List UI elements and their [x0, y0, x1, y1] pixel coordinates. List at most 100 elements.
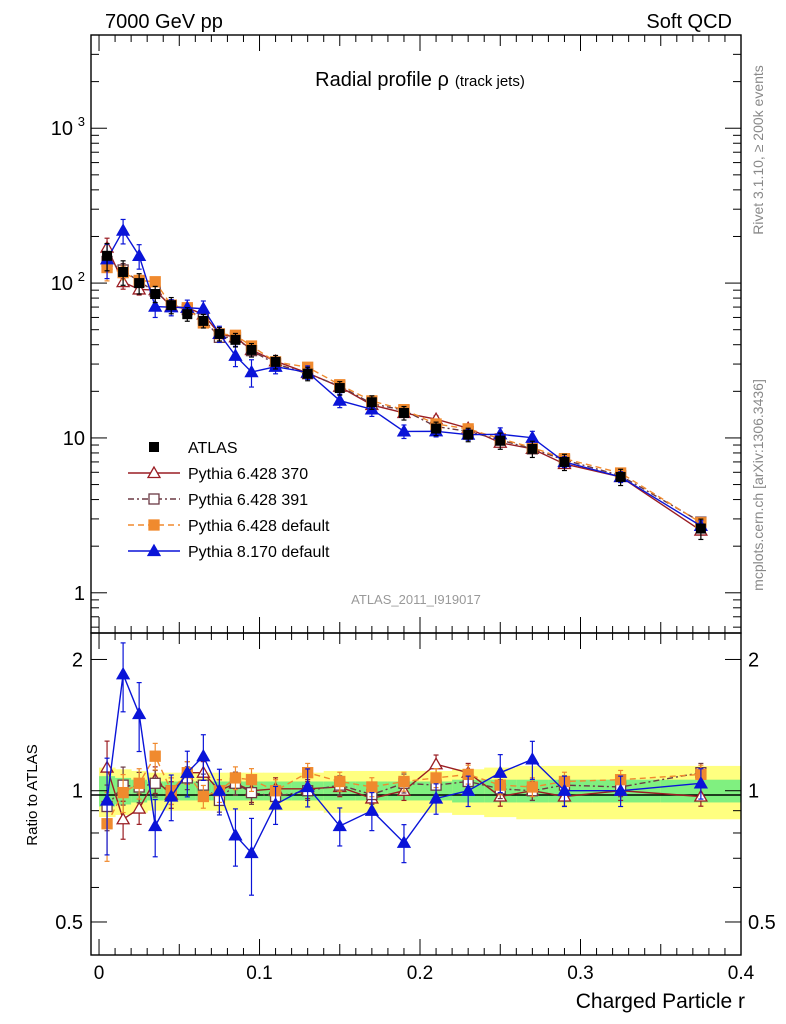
ratio-y-tick-label-right: 2 — [748, 649, 759, 671]
main-y-tick-label: 10 — [51, 118, 73, 140]
legend-marker — [148, 519, 160, 531]
series-3 — [99, 218, 708, 533]
data-point — [182, 309, 193, 320]
ratio-point — [428, 791, 444, 804]
ratio-point — [493, 765, 508, 778]
x-tick-label: 0.3 — [567, 963, 593, 984]
main-y-tick-exponent: 2 — [78, 269, 85, 284]
data-point — [198, 315, 209, 326]
ratio-point — [115, 666, 131, 680]
analysis-label: ATLAS_2011_I919017 — [351, 592, 481, 607]
data-point — [270, 356, 281, 367]
ratio-point — [366, 781, 378, 793]
x-tick-label: 0.2 — [407, 963, 433, 984]
data-point — [102, 250, 113, 261]
process-label: Soft QCD — [646, 11, 732, 33]
data-point — [334, 383, 345, 394]
main-y-tick-exponent: 3 — [78, 114, 85, 129]
data-point — [230, 334, 241, 345]
ratio-point — [148, 818, 163, 832]
ratio-point — [398, 775, 410, 788]
series-point — [132, 248, 147, 261]
data-point — [615, 471, 626, 482]
data-point — [246, 344, 257, 355]
rivet-label: Rivet 3.1.10, ≥ 200k events — [750, 65, 766, 235]
data-point — [559, 456, 570, 467]
ratio-ticks: 0.5 0.5 1 1 2 2 — [55, 649, 776, 934]
ratio-point — [430, 772, 442, 784]
mcplots-label: mcplots.cern.ch [arXiv:1306.3436] — [750, 379, 766, 591]
main-panel: 1 10 10 2 10 3 Radial profile ρ (track jets) A… — [51, 34, 742, 634]
series-point — [332, 393, 347, 406]
series-line — [106, 247, 702, 532]
ratio-point — [99, 793, 115, 806]
data-point — [302, 368, 313, 379]
ratio-point — [245, 774, 258, 786]
series-line — [106, 260, 702, 523]
legend-marker — [146, 465, 162, 479]
series-point — [244, 364, 259, 378]
ratio-line — [106, 771, 701, 807]
ratio-point — [132, 801, 147, 814]
ratio-series-3 — [99, 642, 708, 896]
data-point — [527, 443, 538, 454]
data-point — [463, 429, 474, 440]
main-series — [99, 218, 708, 541]
legend-entry-0: ATLAS — [149, 440, 238, 457]
data-point — [366, 397, 377, 408]
legend: ATLAS Pythia 6.428 370 Pythia 6.428 391 Pyt… — [128, 440, 330, 561]
series-0 — [99, 237, 708, 536]
legend-marker — [146, 543, 162, 557]
data-point — [398, 407, 409, 418]
ratio-y-tick-label: 1 — [72, 781, 83, 803]
ratio-frame — [90, 632, 742, 956]
ratio-point — [461, 783, 476, 796]
ratio-point — [196, 748, 211, 762]
x-tick-label: 0.1 — [246, 963, 272, 984]
ratio-point — [117, 786, 129, 799]
series-point — [115, 223, 131, 236]
title-symbol: ρ — [437, 69, 448, 91]
series-line — [106, 229, 702, 527]
series-1 — [101, 253, 707, 528]
legend-label: ATLAS — [188, 440, 238, 457]
ratio-point — [197, 790, 209, 803]
data-point — [166, 300, 177, 311]
data-point — [695, 523, 706, 534]
ratio-point — [613, 783, 628, 796]
ratio-series — [99, 642, 708, 896]
ratio-point — [693, 775, 708, 789]
x-axis-label: Charged Particle r — [576, 990, 745, 1013]
legend-entry-3: Pythia 6.428 default — [128, 518, 330, 535]
legend-label: Pythia 6.428 391 — [188, 492, 308, 509]
ratio-point — [332, 818, 347, 832]
ratio-point — [428, 756, 444, 770]
series-point — [148, 299, 163, 312]
ratio-point — [334, 775, 346, 788]
series-point — [228, 348, 243, 361]
ratio-point — [526, 781, 539, 793]
ratio-point — [212, 783, 227, 796]
legend-label: Pythia 6.428 370 — [188, 466, 308, 483]
data-points — [102, 242, 706, 541]
ratio-point — [557, 783, 572, 796]
ratio-point — [300, 779, 315, 793]
data-point — [431, 423, 442, 434]
ratio-point — [180, 765, 195, 778]
series-2 — [101, 255, 707, 529]
ratio-y-tick-label: 2 — [72, 649, 83, 671]
title-sub: (track jets) — [455, 73, 525, 90]
ratio-panel: 0.5 0.51 12 2 Ratio to ATLAS 0 0.1 0.2 0.3 0.4 … — [24, 35, 776, 1013]
legend-label: Pythia 8.170 default — [188, 544, 330, 561]
ratio-point — [149, 777, 161, 789]
ratio-y-tick-label-right: 0.5 — [748, 912, 776, 934]
ratio-point — [229, 772, 242, 784]
legend-marker — [148, 493, 160, 505]
data-point — [214, 328, 225, 339]
ratio-point — [396, 835, 412, 848]
ratio-point — [164, 789, 179, 802]
ratio-point — [525, 752, 540, 765]
data-point — [134, 278, 145, 289]
series-line — [106, 266, 702, 524]
main-y-tick-label: 1 — [74, 583, 85, 605]
